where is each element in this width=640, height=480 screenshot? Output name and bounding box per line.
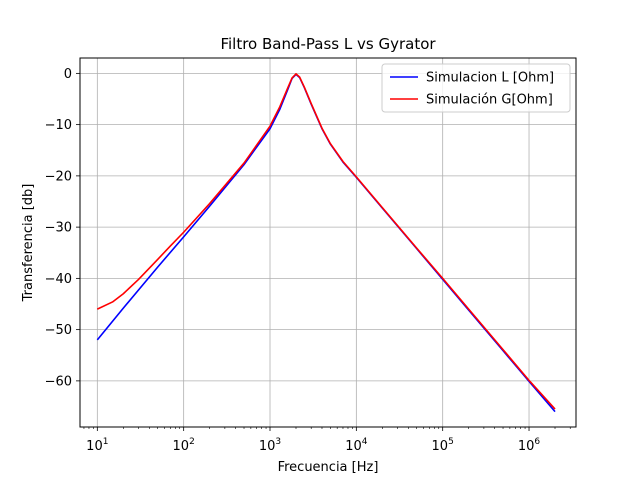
y-axis-label: Transferencia [db] <box>21 184 36 303</box>
x-axis-label: Frecuencia [Hz] <box>278 460 379 475</box>
y-tick-label: −40 <box>45 272 72 287</box>
axis-ticks: 101 102 103 104 105 106 0 −10 −20 −30 −40 −50 −60 <box>45 67 571 454</box>
chart-title: Filtro Band-Pass L vs Gyrator <box>220 35 436 53</box>
legend: Simulacion L [Ohm] Simulación G[Ohm] <box>381 63 571 113</box>
y-tick-label: −30 <box>45 221 72 236</box>
y-tick-label: 0 <box>64 67 72 82</box>
x-tick-label: 106 <box>518 437 541 454</box>
x-tick-label: 102 <box>173 437 195 454</box>
series-line-2 <box>96 73 556 410</box>
legend-box <box>381 63 571 113</box>
x-tick-label: 105 <box>432 437 454 454</box>
y-tick-label: −50 <box>45 323 72 338</box>
y-tick-label: −10 <box>45 118 72 133</box>
y-tick-label: −20 <box>45 169 72 184</box>
x-tick-label: 101 <box>86 437 108 454</box>
x-tick-label: 103 <box>259 437 281 454</box>
y-tick-label: −60 <box>45 374 72 389</box>
plot-frame <box>79 57 577 428</box>
grid <box>80 58 576 427</box>
legend-label-1: Simulacion L [Ohm] <box>426 71 554 86</box>
plot-lines <box>96 73 556 413</box>
x-tick-label: 104 <box>345 437 368 454</box>
legend-label-2: Simulación G[Ohm] <box>426 93 553 108</box>
